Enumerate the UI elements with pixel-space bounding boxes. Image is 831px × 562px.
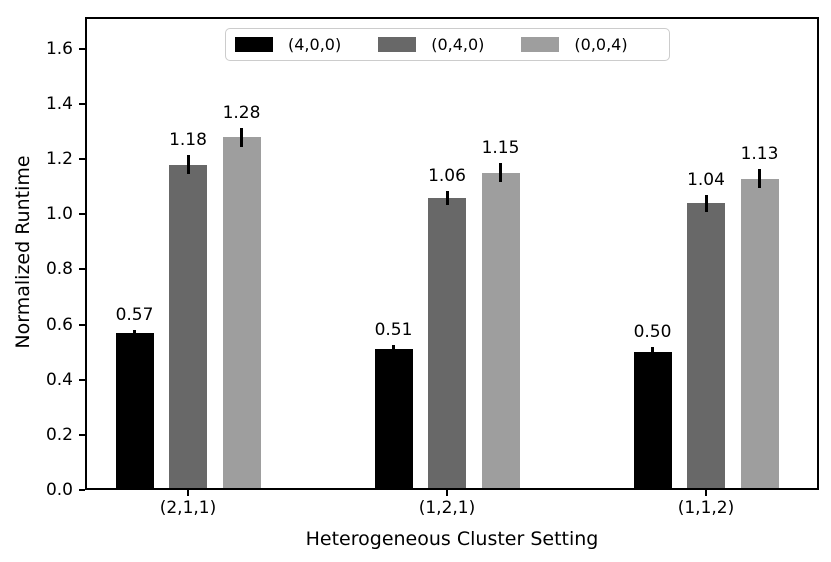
legend-item: (0,4,0)	[378, 35, 484, 55]
y-axis-label: Normalized Runtime	[12, 155, 34, 349]
x-tick-label: (1,2,1)	[418, 498, 476, 518]
y-tick-label: 0.2	[45, 424, 73, 445]
legend-item: (4,0,0)	[235, 35, 341, 55]
y-tick-label: 0.0	[45, 480, 73, 500]
x-tick-mark	[187, 490, 189, 496]
legend-label: (0,0,4)	[574, 34, 628, 54]
y-tick-label: 1.4	[45, 94, 73, 115]
legend-color-swatch-icon	[235, 37, 273, 52]
plot-area	[85, 17, 819, 490]
y-tick-label: 0.4	[45, 369, 73, 390]
legend-item: (0,0,4)	[521, 34, 628, 55]
y-tick-label: 1.6	[45, 38, 73, 59]
x-axis-label: Heterogeneous Cluster Setting	[305, 528, 599, 550]
x-tick-mark	[446, 490, 448, 496]
legend-color-swatch-icon	[521, 37, 560, 52]
x-tick-label: (2,1,1)	[159, 498, 217, 518]
legend: (4,0,0) (0,4,0) (0,0,4)	[225, 28, 670, 61]
legend-label: (4,0,0)	[288, 34, 342, 54]
legend-label: (0,4,0)	[431, 34, 485, 54]
x-tick-mark	[705, 490, 707, 496]
x-tick-label: (1,1,2)	[677, 498, 735, 518]
legend-color-swatch-icon	[378, 37, 417, 52]
